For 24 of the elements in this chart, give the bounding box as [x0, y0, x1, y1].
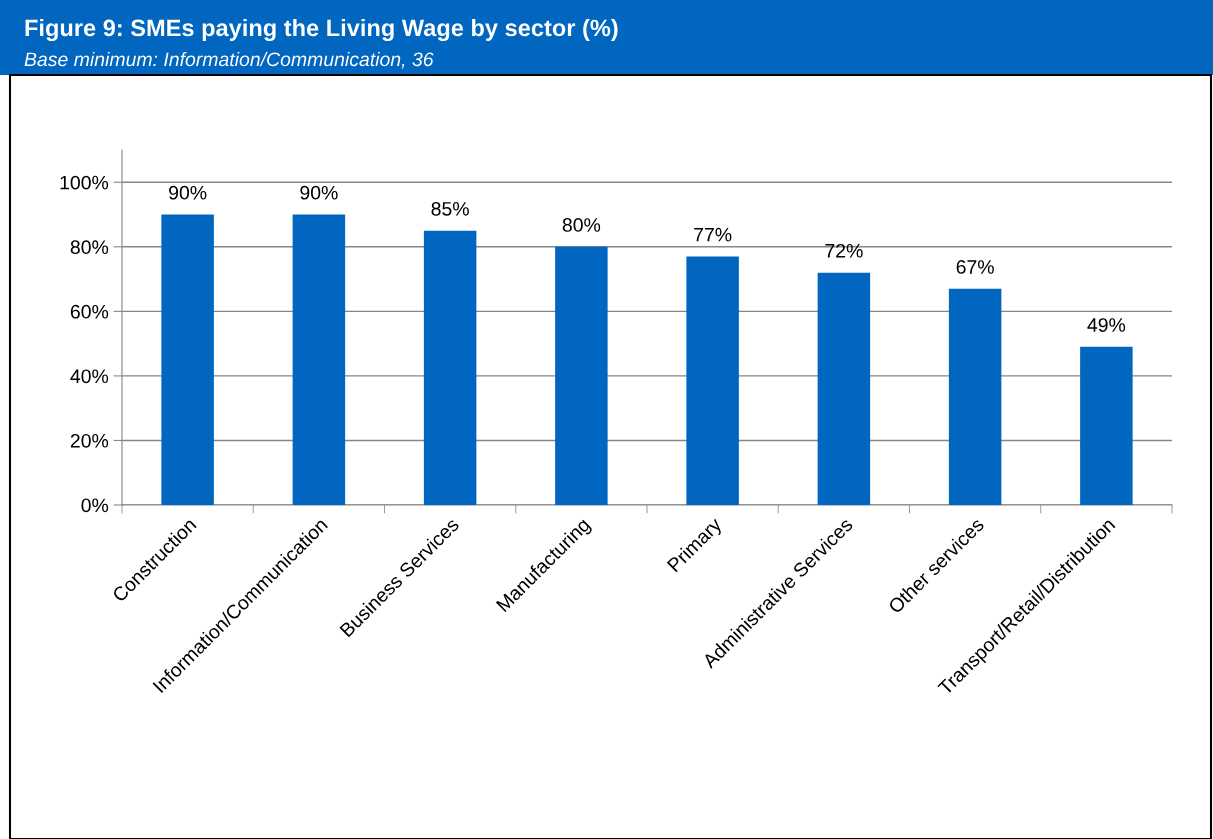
data-label: 90%	[300, 185, 338, 200]
data-label: 90%	[169, 185, 207, 200]
bar	[423, 230, 477, 505]
bar	[817, 272, 871, 505]
chart-title: Figure 9: SMEs paying the Living Wage by sector (%)	[25, 18, 618, 42]
data-label: 72%	[825, 243, 863, 258]
bar	[292, 214, 346, 505]
y-tick-label: 40%	[70, 369, 109, 384]
data-label: 77%	[694, 227, 732, 242]
y-tick-label: 0%	[81, 498, 109, 513]
chart-subtitle: Base minimum: Information/Communication, 36	[24, 51, 434, 69]
bar	[161, 214, 214, 505]
data-label: 85%	[431, 201, 469, 216]
y-tick-label: 100%	[60, 175, 109, 190]
data-label: 67%	[956, 260, 994, 274]
y-tick-label: 60%	[70, 304, 109, 319]
data-label: 49%	[1087, 318, 1126, 332]
bar	[686, 256, 739, 505]
bar	[1080, 346, 1133, 505]
y-tick-label: 20%	[70, 433, 109, 448]
bar	[948, 288, 1002, 505]
data-label: 80%	[562, 218, 601, 232]
y-tick-label: 80%	[70, 240, 109, 255]
bar	[555, 246, 608, 505]
